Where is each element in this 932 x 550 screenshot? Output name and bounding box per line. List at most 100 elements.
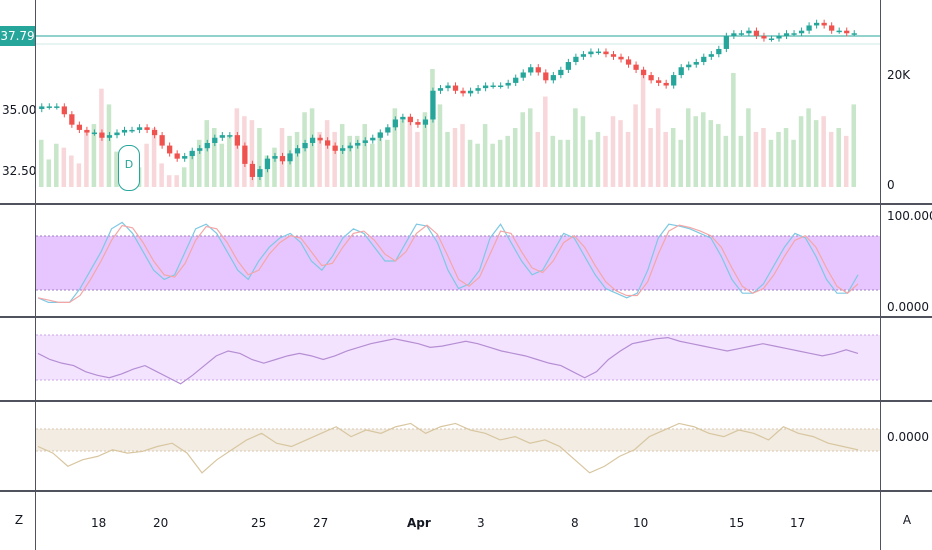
left-axis-border: [35, 0, 36, 550]
candle-body: [257, 169, 263, 177]
pane-separator-1[interactable]: [0, 203, 932, 205]
stochastic-chart[interactable]: [0, 205, 932, 316]
candle-body: [535, 67, 541, 73]
candle-body: [279, 156, 286, 162]
candle-body: [430, 90, 436, 120]
candle-body: [437, 88, 444, 91]
stochastic-pane[interactable]: 100.0000 0.0000: [0, 205, 932, 316]
rsi-chart[interactable]: [0, 318, 932, 400]
candle-body: [227, 135, 233, 137]
price-pane[interactable]: 37.79 35.00 32.50 20K 0 D: [0, 0, 932, 204]
candle-body: [640, 69, 647, 76]
candle-body: [415, 122, 421, 125]
candle-body: [505, 82, 511, 86]
volume-bar: [347, 135, 352, 187]
volume-bar: [618, 120, 623, 187]
candle-body: [422, 119, 429, 125]
candle-body: [603, 51, 609, 55]
candle-body: [851, 33, 857, 35]
candle-body: [550, 75, 556, 81]
volume-bar: [550, 135, 556, 187]
candle-body: [272, 156, 278, 159]
candle-body: [656, 80, 662, 83]
candle-body: [490, 85, 496, 88]
volume-bar: [813, 120, 819, 187]
volume-bar: [370, 143, 375, 187]
candle-body: [693, 62, 699, 65]
candle-body: [746, 30, 752, 34]
volume-bar: [219, 143, 225, 187]
candle-body: [182, 156, 188, 159]
candle-body: [46, 106, 52, 108]
volume-bar: [234, 108, 240, 187]
candle-body: [144, 127, 150, 130]
dividend-marker[interactable]: D: [118, 145, 140, 191]
candle-body: [249, 163, 256, 177]
volume-bar: [76, 163, 82, 187]
pane-separator-3[interactable]: [0, 400, 932, 402]
cci-band: [36, 429, 880, 451]
volume-bar: [573, 108, 578, 187]
volume-bar: [294, 131, 300, 187]
candle-body: [520, 72, 526, 78]
volume-bar: [505, 135, 510, 187]
candle-body: [580, 54, 587, 57]
volume-bar: [354, 135, 360, 187]
candle-body: [264, 158, 271, 170]
candle-body: [61, 106, 67, 115]
candle-body: [212, 137, 218, 143]
volume-bar: [783, 128, 789, 187]
candle-body: [167, 145, 173, 154]
cci-chart[interactable]: [0, 402, 932, 490]
volume-bar: [648, 128, 653, 187]
stoch-band: [36, 236, 880, 290]
volume-bar: [84, 131, 89, 187]
candle-body: [625, 59, 632, 65]
candle-body: [761, 35, 767, 39]
candle-body: [91, 132, 98, 135]
candle-body: [528, 67, 534, 73]
candle-body: [543, 72, 549, 81]
candle-body: [565, 62, 571, 70]
candle-body: [791, 33, 797, 35]
pane-separator-2[interactable]: [0, 316, 932, 318]
candle-body: [829, 25, 835, 31]
candle-body: [370, 137, 376, 141]
price-chart[interactable]: [0, 0, 932, 204]
volume-bar: [46, 159, 52, 187]
candle-body: [731, 33, 737, 36]
zoom-button[interactable]: Z: [14, 513, 24, 527]
volume-bar: [227, 135, 232, 187]
candle-body: [513, 77, 519, 83]
volume-bar: [798, 116, 804, 187]
cci-label-0: 0.0000: [887, 430, 929, 444]
candle-body: [174, 153, 180, 159]
candle-body: [392, 119, 398, 128]
volume-bar: [753, 131, 759, 187]
candle-body: [633, 64, 639, 70]
rsi-pane[interactable]: [0, 318, 932, 400]
time-axis[interactable]: 18 20 25 27 Apr 3 8 10 15 17 Z A: [0, 492, 932, 550]
volume-bar: [543, 96, 548, 187]
time-tick-17: 17: [790, 516, 806, 530]
volume-bar: [166, 175, 172, 187]
volume-bar: [640, 69, 646, 187]
candle-body: [151, 129, 158, 136]
volume-bar: [497, 139, 503, 187]
auto-scale-button[interactable]: A: [902, 513, 912, 527]
volume-bar: [309, 108, 315, 187]
candle-body: [573, 56, 579, 63]
volume-bar: [144, 143, 149, 187]
candle-body: [467, 90, 474, 94]
candle-body: [836, 30, 842, 33]
volume-bar: [610, 116, 616, 187]
candle-body: [189, 150, 195, 157]
candle-body: [114, 132, 120, 136]
volume-bar: [708, 120, 714, 187]
volume-bar: [588, 139, 593, 187]
candle-body: [678, 67, 684, 76]
volume-bar: [791, 139, 796, 187]
cci-pane[interactable]: 0.0000: [0, 402, 932, 490]
volume-bar: [836, 128, 841, 187]
time-tick-20: 20: [153, 516, 169, 530]
